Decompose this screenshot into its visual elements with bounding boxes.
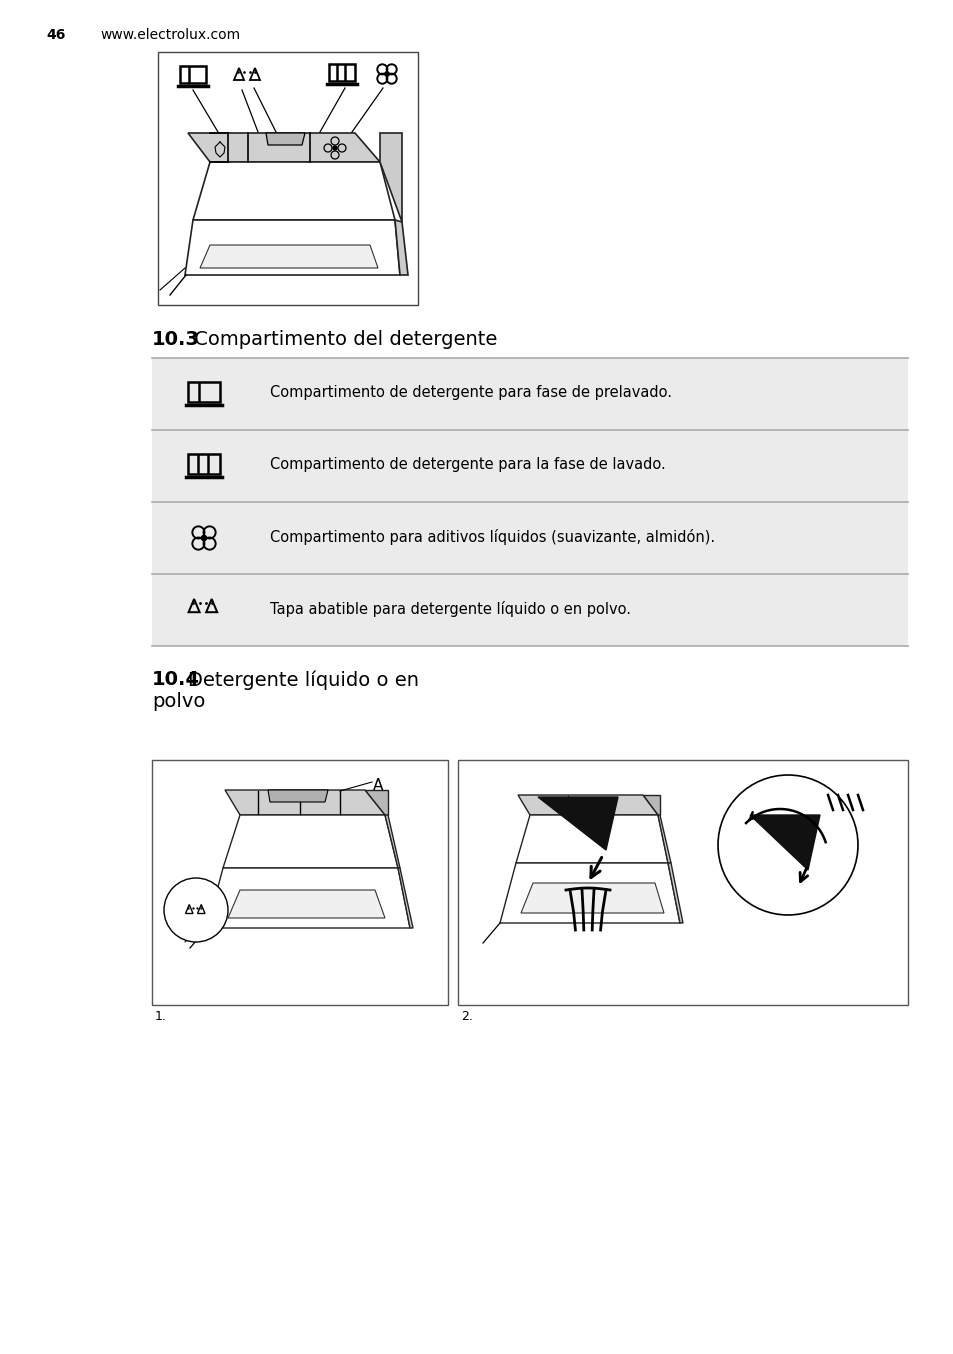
Bar xyxy=(152,760,448,1005)
Text: Compartimento para aditivos líquidos (suavizante, almidón).: Compartimento para aditivos líquidos (su… xyxy=(270,529,715,546)
Polygon shape xyxy=(658,815,670,862)
Polygon shape xyxy=(537,798,618,850)
Polygon shape xyxy=(499,862,679,923)
Text: 46: 46 xyxy=(46,28,66,42)
Bar xyxy=(180,66,206,83)
Text: 10.3: 10.3 xyxy=(152,330,200,349)
Text: Detergente líquido o en: Detergente líquido o en xyxy=(188,670,418,689)
Polygon shape xyxy=(225,789,385,815)
Bar xyxy=(188,454,219,474)
Circle shape xyxy=(164,877,228,942)
Polygon shape xyxy=(516,815,667,862)
Bar xyxy=(152,357,907,431)
Polygon shape xyxy=(200,245,377,268)
Circle shape xyxy=(201,535,207,540)
Text: polvo: polvo xyxy=(152,692,205,711)
Text: 2.: 2. xyxy=(460,1010,473,1024)
Circle shape xyxy=(718,774,857,915)
Polygon shape xyxy=(207,868,410,927)
Circle shape xyxy=(333,146,336,150)
Polygon shape xyxy=(395,219,408,275)
Text: 10.4: 10.4 xyxy=(152,670,200,689)
Bar xyxy=(329,64,355,81)
Polygon shape xyxy=(385,815,399,868)
Text: Tapa abatible para detergente líquido o en polvo.: Tapa abatible para detergente líquido o … xyxy=(270,601,630,617)
Polygon shape xyxy=(667,862,682,923)
Text: Compartimento de detergente para fase de prelavado.: Compartimento de detergente para fase de… xyxy=(270,386,671,401)
Polygon shape xyxy=(193,162,395,219)
Polygon shape xyxy=(185,219,399,275)
Text: www.electrolux.com: www.electrolux.com xyxy=(100,28,240,42)
Text: A: A xyxy=(373,779,383,793)
Polygon shape xyxy=(520,883,663,913)
Polygon shape xyxy=(642,795,659,815)
Polygon shape xyxy=(223,815,397,868)
Polygon shape xyxy=(188,133,379,162)
Bar xyxy=(152,574,907,646)
Bar xyxy=(158,51,417,305)
Bar xyxy=(188,382,219,402)
Circle shape xyxy=(384,72,389,76)
Bar xyxy=(457,760,907,1005)
Polygon shape xyxy=(365,789,388,815)
Text: Compartimento del detergente: Compartimento del detergente xyxy=(188,330,497,349)
Polygon shape xyxy=(379,133,401,222)
Polygon shape xyxy=(266,133,305,145)
Bar xyxy=(152,502,907,574)
Polygon shape xyxy=(228,890,385,918)
Bar xyxy=(152,431,907,502)
Polygon shape xyxy=(517,795,658,815)
Text: Compartimento de detergente para la fase de lavado.: Compartimento de detergente para la fase… xyxy=(270,458,665,473)
Polygon shape xyxy=(268,789,328,802)
Text: 1.: 1. xyxy=(154,1010,167,1024)
Polygon shape xyxy=(749,815,820,871)
Polygon shape xyxy=(397,868,413,927)
